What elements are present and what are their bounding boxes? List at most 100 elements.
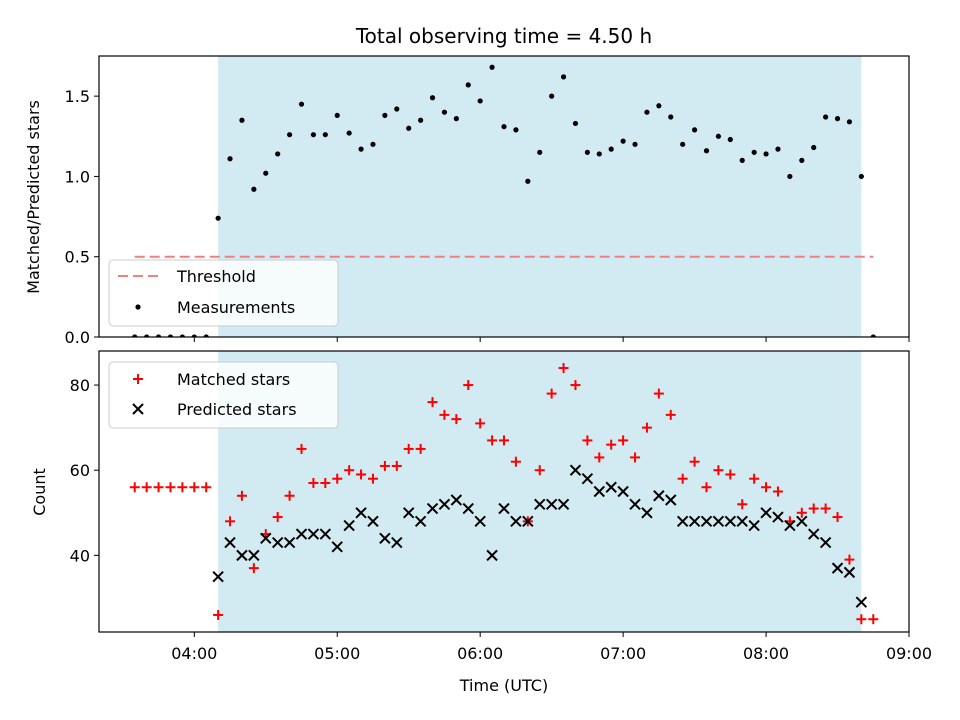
matched-stars-point — [677, 473, 688, 484]
predicted-stars-point — [212, 570, 224, 583]
bottom-y-axis-label: Count — [30, 468, 49, 516]
measurement-point — [834, 116, 841, 122]
matched-stars-point — [332, 473, 343, 484]
matched-stars-point — [713, 465, 724, 476]
matched-stars-point — [356, 469, 367, 480]
measurement-point — [358, 146, 364, 152]
measurement-point — [620, 138, 626, 144]
predicted-stars-point — [355, 507, 367, 519]
matched-stars-point — [546, 388, 557, 399]
top-panel: 0.0 0.5 1.0 1.5 Matched/Predicted stars Thr… — [24, 55, 910, 347]
predicted-stars-point — [307, 528, 320, 540]
measurement-point — [310, 132, 317, 138]
predicted-stars-point — [819, 536, 832, 549]
predicted-stars-point — [557, 498, 570, 510]
matched-stars-point — [558, 363, 569, 374]
measurement-point — [394, 106, 400, 112]
measurement-point — [167, 334, 174, 337]
measurement-point — [703, 148, 710, 154]
top-y-tick-label: 1.0 — [65, 167, 90, 186]
predicted-stars-point — [605, 481, 617, 493]
predicted-stars-point — [700, 515, 713, 528]
measurement-point — [632, 141, 638, 147]
predicted-stars-point — [534, 498, 546, 510]
legend-predicted-label: Predicted stars — [177, 400, 297, 419]
matched-stars-point — [594, 452, 605, 463]
bottom-panel: 40 60 80 04:00 05:00 06:00 07:00 08:00 09:00 Co… — [30, 350, 932, 695]
predicted-stars-point — [545, 498, 558, 510]
measurement-point — [668, 114, 674, 120]
legend-measurements-label: Measurements — [177, 298, 295, 317]
predicted-stars-point — [629, 498, 641, 510]
top-y-tick-label: 1.5 — [65, 87, 90, 106]
matched-stars-point — [618, 435, 629, 446]
measurement-point — [537, 149, 543, 155]
top-plot-frame — [98, 55, 910, 338]
measurement-point — [787, 173, 793, 180]
predicted-stars-point — [224, 536, 236, 549]
measurement-point — [465, 82, 471, 88]
predicted-stars-point — [474, 515, 486, 528]
matched-stars-point — [236, 490, 247, 501]
predicted-stars-point — [796, 515, 808, 528]
measurement-point — [239, 117, 245, 123]
predicted-stars-point — [271, 536, 284, 549]
matched-stars-point — [749, 473, 760, 484]
measurement-point — [691, 127, 698, 133]
matched-stars-point — [296, 443, 307, 454]
x-tick-label: 04:00 — [171, 644, 217, 663]
predicted-stars-point — [617, 485, 629, 498]
measurement-point — [144, 334, 150, 337]
measurement-point — [680, 141, 686, 147]
measurement-point — [453, 116, 459, 122]
predicted-stars-point — [379, 532, 391, 545]
predicted-stars-point — [438, 498, 451, 510]
matched-stars-point — [701, 482, 712, 493]
measurement-point — [418, 117, 424, 123]
measurement-point — [656, 103, 662, 109]
x-tick-label: 08:00 — [743, 644, 789, 663]
measurement-point — [346, 130, 352, 136]
predicted-stars-point — [498, 502, 510, 515]
x-axis-label: Time (UTC) — [459, 676, 548, 695]
measurement-point — [429, 95, 436, 101]
matched-stars-point — [582, 435, 593, 446]
x-tick-label: 09:00 — [886, 644, 932, 663]
measurement-point — [775, 146, 781, 152]
measurement-point — [584, 149, 590, 155]
measurement-point — [549, 93, 555, 99]
matched-stars-point — [844, 554, 855, 565]
matched-stars-point — [772, 486, 783, 497]
measurement-point — [298, 101, 305, 107]
predicted-stars-point — [641, 507, 653, 519]
predicted-stars-point — [236, 549, 248, 562]
matched-stars-point — [213, 609, 224, 620]
predicted-stars-point — [831, 562, 844, 574]
predicted-stars-point — [653, 490, 665, 502]
top-y-tick-label: 0.0 — [65, 328, 90, 347]
predicted-stars-point — [248, 549, 260, 562]
top-y-tick-label: 0.5 — [65, 248, 90, 267]
matched-stars-point — [856, 614, 867, 625]
measurement-point — [275, 151, 281, 157]
legend-predicted-swatch — [132, 403, 144, 415]
legend-matched-label: Matched stars — [177, 370, 290, 389]
matched-stars-point — [665, 409, 676, 420]
predicted-stars-point — [712, 515, 725, 528]
matched-stars-point — [177, 482, 188, 493]
predicted-stars-point — [391, 536, 403, 549]
measurement-point — [155, 334, 162, 337]
matched-stars-point — [570, 380, 581, 391]
chart-title: Total observing time = 4.50 h — [355, 24, 652, 48]
predicted-stars-point — [784, 519, 796, 532]
measurement-point — [334, 112, 340, 119]
matched-stars-point — [201, 482, 212, 493]
matched-stars-point — [367, 473, 378, 484]
measurement-point — [501, 124, 507, 130]
predicted-stars-point — [343, 519, 355, 532]
measurement-point — [858, 173, 864, 180]
x-tick-label: 07:00 — [600, 644, 646, 663]
matched-stars-point — [308, 477, 319, 488]
measurement-point — [846, 119, 853, 125]
